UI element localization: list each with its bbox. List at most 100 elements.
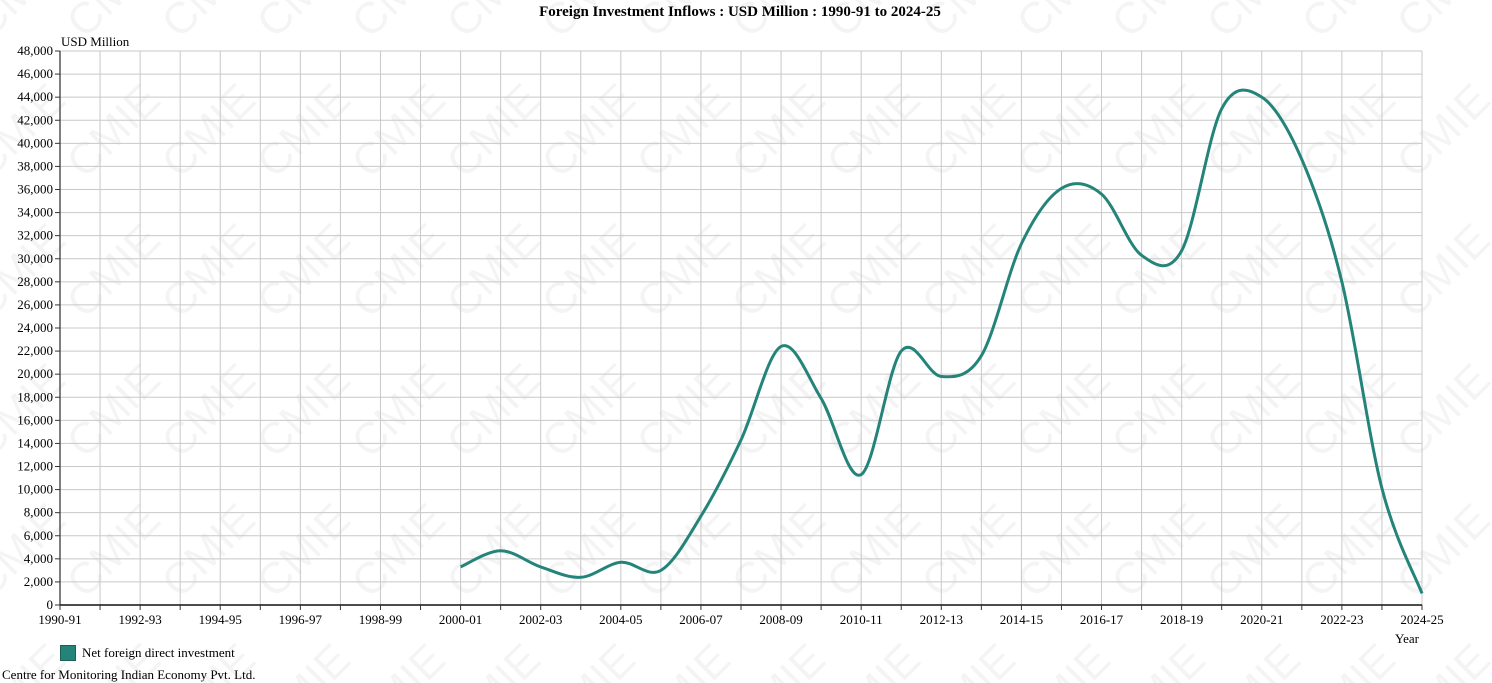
- watermark-text: CMIE: [342, 215, 454, 327]
- watermark-text: CMIE: [627, 215, 739, 327]
- x-tick-label: 2020-21: [1240, 612, 1283, 627]
- watermark-text: CMIE: [1197, 355, 1309, 467]
- watermark-text: CMIE: [532, 635, 644, 683]
- y-tick-label: 14,000: [17, 435, 53, 450]
- watermark-text: CMIE: [1387, 75, 1492, 187]
- watermark-text: CMIE: [342, 635, 454, 683]
- y-tick-label: 0: [47, 597, 54, 612]
- y-tick-label: 10,000: [17, 482, 53, 497]
- chart-title: Foreign Investment Inflows : USD Million…: [539, 4, 941, 20]
- y-tick-label: 38,000: [17, 158, 53, 173]
- watermark-text: CMIE: [1007, 355, 1119, 467]
- watermark-text: CMIE: [912, 635, 1024, 683]
- watermark-text: CMIE: [627, 635, 739, 683]
- y-axis-label: USD Million: [61, 34, 130, 49]
- watermark-text: CMIE: [722, 355, 834, 467]
- x-tick-label: 1990-91: [38, 612, 81, 627]
- y-tick-label: 34,000: [17, 205, 53, 220]
- x-tick-label: 2004-05: [599, 612, 642, 627]
- watermark-text: CMIE: [152, 215, 264, 327]
- watermark-text: CMIE: [1292, 355, 1404, 467]
- watermark-text: CMIE: [817, 75, 929, 187]
- watermark-text: CMIE: [57, 75, 169, 187]
- watermark-text: CMIE: [152, 355, 264, 467]
- x-tick-label: 2002-03: [519, 612, 562, 627]
- grid-lines: [59, 50, 1423, 606]
- legend-label: Net foreign direct investment: [82, 645, 235, 660]
- y-tick-label: 16,000: [17, 412, 53, 427]
- y-tick-label: 12,000: [17, 459, 53, 474]
- watermark-text: CMIE: [912, 75, 1024, 187]
- watermark-text: CMIE: [1482, 75, 1492, 187]
- legend: Net foreign direct investment: [60, 645, 235, 661]
- watermark-text: CMIE: [437, 75, 549, 187]
- x-tick-label: 1994-95: [199, 612, 242, 627]
- x-tick-label: 2016-17: [1080, 612, 1124, 627]
- watermark-text: CMIE: [532, 215, 644, 327]
- axes: 0 2,000 4,000 6,000 8,000 10,000 12,000 14,000 1…: [17, 43, 1443, 627]
- watermark-text: CMIE: [342, 75, 454, 187]
- watermark-text: CMIE: [532, 355, 644, 467]
- watermark-text: CMIE: [1197, 215, 1309, 327]
- watermark-text: CMIE: [1482, 215, 1492, 327]
- y-tick-label: 8,000: [24, 505, 53, 520]
- watermark-text: CMIE: [247, 75, 359, 187]
- watermark-text: CMIE: [1102, 635, 1214, 683]
- watermark-text: CMIE: [1387, 215, 1492, 327]
- watermark-text: CMIE: [627, 355, 739, 467]
- x-tick-label: 2000-01: [439, 612, 482, 627]
- watermark-text: CMIE: [722, 215, 834, 327]
- y-tick-label: 26,000: [17, 297, 53, 312]
- y-tick-label: 4,000: [24, 551, 53, 566]
- watermark-text: CMIE: [722, 635, 834, 683]
- x-axis-label: Year: [1395, 631, 1419, 646]
- x-tick-label: 2024-25: [1400, 612, 1443, 627]
- y-tick-label: 30,000: [17, 251, 53, 266]
- y-tick-label: 42,000: [17, 112, 53, 127]
- watermark-text: CMIE: [247, 215, 359, 327]
- watermark-text: CMIE: [57, 215, 169, 327]
- watermark-text: CMIE: [722, 75, 834, 187]
- y-tick-label: 40,000: [17, 135, 53, 150]
- y-tick-label: 22,000: [17, 343, 53, 358]
- y-tick-label: 20,000: [17, 366, 53, 381]
- watermark-text: CMIE: [342, 495, 454, 607]
- watermark-text: CMIE: [817, 635, 929, 683]
- watermark-text: CMIE: [1292, 75, 1404, 187]
- legend-swatch: [60, 645, 76, 661]
- footer-source: Centre for Monitoring Indian Economy Pvt…: [2, 667, 256, 682]
- x-tick-label: 1992-93: [118, 612, 161, 627]
- watermark-text: CMIE: [437, 635, 549, 683]
- y-tick-label: 44,000: [17, 89, 53, 104]
- y-tick-label: 32,000: [17, 228, 53, 243]
- watermark-text: CMIE: [152, 495, 264, 607]
- watermark-text: CMIE: [1102, 495, 1214, 607]
- watermark-text: CMIE: [57, 355, 169, 467]
- series-line-net-fdi: [459, 88, 1424, 594]
- y-tick-label: 2,000: [24, 574, 53, 589]
- watermark-text: CMIE: [817, 495, 929, 607]
- watermark-text: CMIE: [1007, 635, 1119, 683]
- watermark-text: CMIE: [627, 75, 739, 187]
- y-tick-label: 28,000: [17, 274, 53, 289]
- watermark-text: CMIE: [817, 215, 929, 327]
- y-tick-label: 18,000: [17, 389, 53, 404]
- x-tick-label: 2012-13: [920, 612, 963, 627]
- x-tick-label: 2008-09: [759, 612, 802, 627]
- watermark-text: CMIE: [722, 495, 834, 607]
- y-tick-label: 6,000: [24, 528, 53, 543]
- watermark-text: CMIE: [57, 495, 169, 607]
- watermark-text: CMIE: [1482, 0, 1492, 47]
- x-tick-label: 2010-11: [840, 612, 883, 627]
- watermark-text: CMIE: [437, 355, 549, 467]
- watermark-text: CMIE: [1102, 355, 1214, 467]
- watermark-text: CMIE: [437, 215, 549, 327]
- watermark-text: CMIE: [1007, 495, 1119, 607]
- y-tick-label: 48,000: [17, 43, 53, 58]
- y-tick-label: 46,000: [17, 66, 53, 81]
- watermark-text: CMIE: [1482, 495, 1492, 607]
- watermark-text: CMIE: [1292, 635, 1404, 683]
- watermark-text: CMIE: [1007, 75, 1119, 187]
- watermark-text: CMIE: [247, 495, 359, 607]
